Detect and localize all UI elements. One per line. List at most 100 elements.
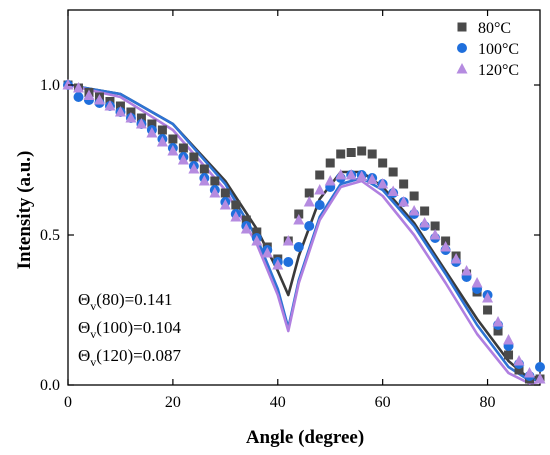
data-point xyxy=(104,100,116,111)
axis-ticks: 0 20 40 60 80 0.0 0.5 1.0 xyxy=(40,10,540,411)
data-point xyxy=(377,178,389,189)
data-point xyxy=(231,200,241,210)
data-point xyxy=(378,158,388,168)
data-point xyxy=(303,196,315,207)
data-point xyxy=(114,106,126,117)
data-point xyxy=(304,188,314,198)
data-point xyxy=(135,118,147,129)
data-point xyxy=(482,292,494,303)
data-point xyxy=(314,200,325,210)
data-point xyxy=(524,367,536,378)
data-point xyxy=(420,206,430,216)
data-point xyxy=(514,365,524,375)
data-point xyxy=(177,154,189,165)
fit-lines xyxy=(67,83,541,385)
data-point xyxy=(430,221,440,231)
data-point xyxy=(198,175,210,186)
data-point xyxy=(450,253,462,264)
data-point xyxy=(504,350,514,360)
data-point xyxy=(252,227,262,237)
data-point xyxy=(324,175,336,186)
data-point xyxy=(534,373,546,384)
data-point xyxy=(408,205,420,216)
fit-line xyxy=(67,83,541,385)
data-point xyxy=(168,134,178,144)
data-point xyxy=(461,265,473,276)
x-tick-label: 20 xyxy=(165,394,181,411)
data-point xyxy=(188,163,200,174)
data-point xyxy=(282,235,294,246)
data-point xyxy=(189,152,199,162)
y-tick-label: 0.5 xyxy=(40,227,60,244)
data-point xyxy=(471,277,483,288)
data-point xyxy=(178,143,188,153)
data-point xyxy=(83,89,95,100)
data-point xyxy=(440,241,452,252)
data-point xyxy=(157,125,167,135)
plot-border xyxy=(67,9,541,386)
data-point xyxy=(399,179,409,189)
data-point xyxy=(409,191,419,201)
data-point xyxy=(314,184,326,195)
data-point xyxy=(73,92,84,102)
x-tick-label: 80 xyxy=(480,394,496,411)
data-point xyxy=(398,196,410,207)
x-axis-label: Angle (degree) xyxy=(246,427,364,448)
data-point xyxy=(93,94,105,105)
data-point xyxy=(240,223,252,234)
legend-label: 80°C xyxy=(478,20,511,37)
data-markers xyxy=(62,79,546,384)
y-axis-label: Intensity (a.u.) xyxy=(14,151,35,270)
legend-marker xyxy=(456,63,468,74)
data-point xyxy=(356,170,368,181)
data-point xyxy=(366,173,378,184)
data-point xyxy=(261,247,273,258)
fit-parameter-annotations: Θv(80)=0.141 Θv(100)=0.104 Θv(120)=0.087 xyxy=(78,290,181,369)
fit-parameter-label: Θv(100)=0.104 xyxy=(78,318,181,341)
x-tick-label: 60 xyxy=(375,394,391,411)
data-point xyxy=(336,149,346,159)
legend-marker xyxy=(457,22,467,32)
data-point xyxy=(220,188,230,198)
data-point xyxy=(167,145,179,156)
data-point xyxy=(147,119,157,129)
data-point xyxy=(325,158,335,168)
fit-parameter-label: Θv(120)=0.087 xyxy=(78,346,181,369)
data-point xyxy=(62,79,74,90)
data-point xyxy=(367,149,377,159)
data-point xyxy=(283,257,294,267)
fit-parameter-label: Θv(80)=0.141 xyxy=(78,290,172,313)
y-tick-label: 0.0 xyxy=(40,377,60,394)
legend-label: 100°C xyxy=(478,41,519,58)
data-point xyxy=(156,136,168,147)
data-point xyxy=(483,305,493,315)
data-point xyxy=(419,217,431,228)
data-point xyxy=(304,221,315,231)
data-point xyxy=(335,169,347,180)
fit-line xyxy=(67,83,541,382)
data-point xyxy=(241,215,251,225)
data-point xyxy=(210,176,220,186)
data-point xyxy=(429,229,441,240)
data-point xyxy=(513,355,525,366)
x-tick-label: 40 xyxy=(270,394,286,411)
data-point xyxy=(272,259,284,270)
data-point xyxy=(199,164,209,174)
legend-marker xyxy=(457,43,467,53)
data-point xyxy=(492,316,504,327)
data-point xyxy=(315,170,325,180)
legend: 80°C 100°C 120°C xyxy=(456,20,519,79)
data-point xyxy=(345,169,357,180)
data-point xyxy=(346,148,356,157)
data-point xyxy=(251,235,263,246)
data-point xyxy=(357,146,367,156)
plot-frame xyxy=(67,9,541,386)
data-point xyxy=(72,82,84,93)
data-point xyxy=(493,326,503,336)
legend-label: 120°C xyxy=(478,62,519,79)
data-point xyxy=(388,167,398,177)
data-point xyxy=(387,185,399,196)
data-point xyxy=(503,334,515,345)
data-point xyxy=(230,211,242,222)
data-point xyxy=(146,127,158,138)
